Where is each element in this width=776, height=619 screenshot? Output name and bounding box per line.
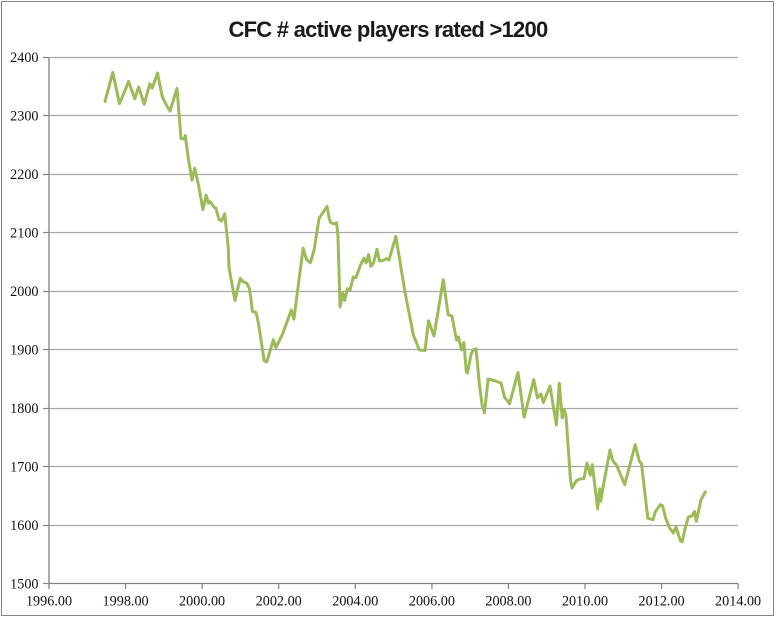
svg-text:2008.00: 2008.00	[485, 594, 531, 610]
svg-text:CFC # active players rated >12: CFC # active players rated >1200	[228, 17, 548, 42]
svg-text:2100: 2100	[10, 226, 38, 242]
svg-text:2012.00: 2012.00	[639, 594, 685, 610]
svg-text:2006.00: 2006.00	[409, 594, 455, 610]
svg-text:1700: 1700	[10, 459, 38, 475]
svg-text:1500: 1500	[10, 576, 38, 592]
svg-text:1600: 1600	[10, 518, 38, 534]
svg-text:2002.00: 2002.00	[256, 594, 302, 610]
svg-text:2400: 2400	[10, 50, 38, 66]
svg-text:2300: 2300	[10, 109, 38, 125]
svg-text:2000.00: 2000.00	[179, 594, 225, 610]
svg-text:2014.00: 2014.00	[715, 594, 761, 610]
svg-text:2200: 2200	[10, 167, 38, 183]
svg-text:1996.00: 1996.00	[26, 594, 72, 610]
svg-text:1900: 1900	[10, 342, 38, 358]
svg-text:2000: 2000	[10, 284, 38, 300]
svg-text:2004.00: 2004.00	[332, 594, 378, 610]
svg-text:1800: 1800	[10, 401, 38, 417]
svg-text:2010.00: 2010.00	[562, 594, 608, 610]
svg-text:1998.00: 1998.00	[103, 594, 149, 610]
